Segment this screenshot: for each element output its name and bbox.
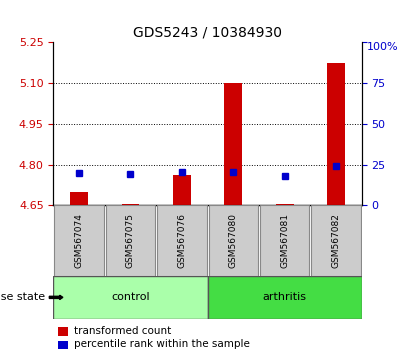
Bar — [53, 276, 208, 319]
Text: 100%: 100% — [367, 42, 399, 52]
Bar — [157, 205, 206, 276]
Bar — [54, 205, 104, 276]
Text: GSM567075: GSM567075 — [126, 213, 135, 268]
Bar — [224, 83, 242, 205]
Bar — [106, 205, 155, 276]
Bar — [173, 176, 191, 205]
Text: percentile rank within the sample: percentile rank within the sample — [74, 339, 250, 349]
Bar — [209, 205, 258, 276]
Text: GSM567080: GSM567080 — [229, 213, 238, 268]
Bar — [122, 204, 139, 205]
Bar — [327, 63, 345, 205]
Text: disease state: disease state — [0, 292, 45, 302]
Text: GSM567076: GSM567076 — [178, 213, 186, 268]
Text: arthritis: arthritis — [263, 292, 307, 302]
Bar — [260, 205, 309, 276]
Text: GSM567081: GSM567081 — [280, 213, 289, 268]
Text: transformed count: transformed count — [74, 326, 171, 336]
Text: control: control — [111, 292, 150, 302]
Text: GSM567074: GSM567074 — [75, 213, 83, 268]
Bar — [208, 276, 362, 319]
Title: GDS5243 / 10384930: GDS5243 / 10384930 — [133, 26, 282, 40]
Bar — [276, 204, 293, 205]
Bar — [312, 205, 361, 276]
Text: GSM567082: GSM567082 — [332, 213, 340, 268]
Bar — [70, 192, 88, 205]
